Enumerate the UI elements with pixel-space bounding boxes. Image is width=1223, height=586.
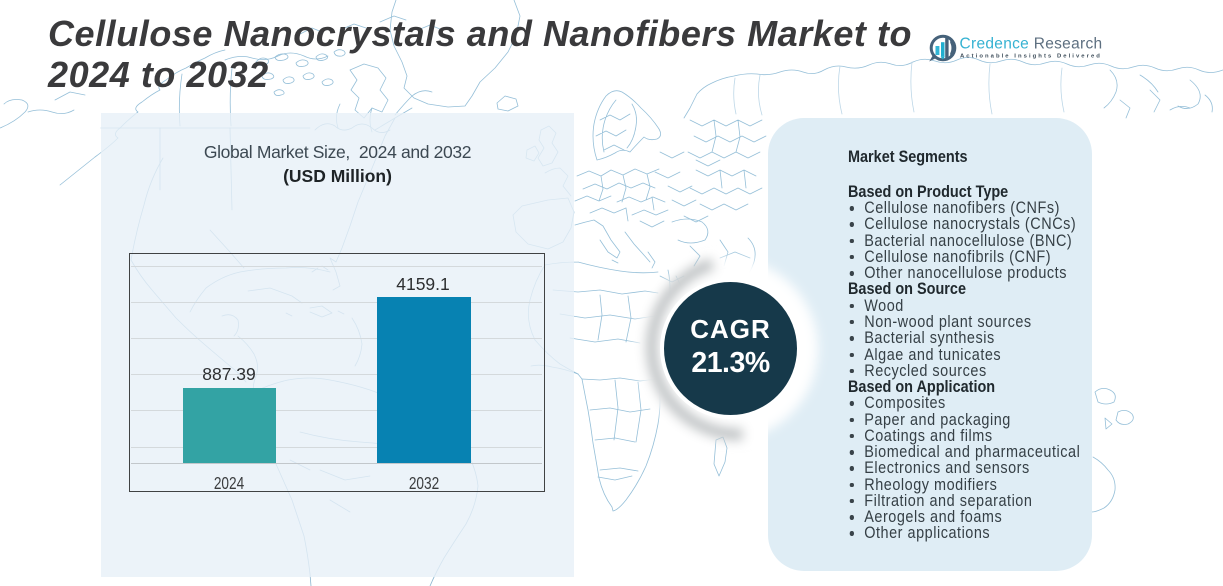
svg-text:Credence Research: Credence Research: [960, 35, 1103, 52]
svg-text:Actionable Insights Delivered: Actionable Insights Delivered: [960, 53, 1102, 59]
